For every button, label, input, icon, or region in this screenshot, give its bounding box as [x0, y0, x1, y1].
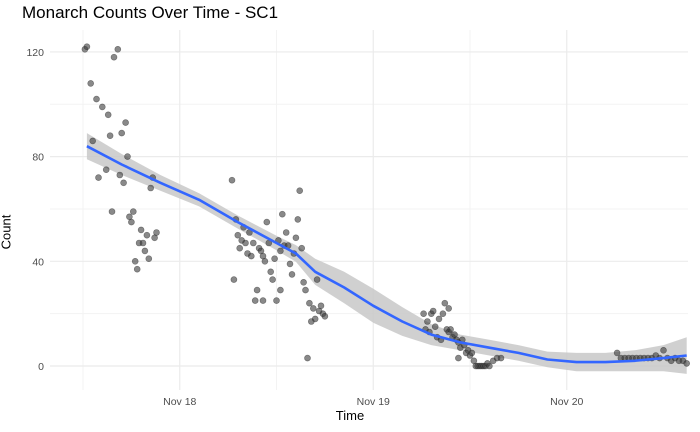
- data-point: [267, 268, 275, 276]
- data-point: [317, 302, 325, 310]
- data-point: [236, 244, 243, 252]
- y-tick-label: 0: [38, 361, 44, 373]
- data-point: [311, 315, 319, 323]
- data-point: [228, 176, 236, 184]
- data-point: [455, 354, 462, 362]
- data-point: [114, 45, 122, 53]
- data-point: [87, 80, 94, 87]
- data-point: [294, 216, 302, 223]
- data-point: [468, 349, 476, 357]
- x-tick-label: Nov 18: [163, 396, 196, 408]
- y-tick-label: 120: [26, 47, 44, 59]
- data-point: [102, 166, 110, 173]
- data-point: [273, 297, 280, 304]
- data-point: [298, 244, 306, 252]
- data-point: [271, 255, 278, 263]
- data-point: [486, 362, 493, 370]
- confidence-band-area: [86, 133, 687, 374]
- data-point: [120, 179, 127, 187]
- data-point: [439, 310, 447, 318]
- data-point: [93, 95, 100, 103]
- data-point: [302, 286, 309, 294]
- data-point: [128, 218, 135, 226]
- data-point: [259, 297, 267, 304]
- data-point: [118, 129, 125, 137]
- grid-minor: [50, 30, 688, 390]
- data-point: [139, 239, 147, 247]
- data-point: [683, 360, 691, 367]
- data-point: [278, 210, 286, 218]
- data-point: [435, 315, 443, 323]
- data-point: [304, 354, 311, 362]
- data-point: [141, 247, 149, 255]
- data-point: [234, 231, 242, 239]
- data-point: [145, 255, 153, 263]
- data-point: [660, 346, 667, 354]
- data-point: [261, 257, 269, 265]
- data-point: [292, 234, 300, 242]
- data-point: [116, 171, 124, 179]
- confidence-band: [86, 133, 687, 374]
- data-point: [106, 132, 114, 139]
- x-ticks: Nov 18 Nov 19 Nov 20: [163, 396, 583, 408]
- data-point: [309, 305, 317, 312]
- data-point: [131, 257, 139, 265]
- y-tick-label: 80: [32, 152, 44, 164]
- data-point: [147, 184, 154, 192]
- data-point: [447, 326, 454, 333]
- y-ticks: 0 40 80 120: [26, 47, 44, 373]
- data-point: [248, 252, 255, 260]
- data-point: [306, 299, 313, 307]
- data-point: [242, 239, 249, 247]
- data-point: [263, 218, 271, 226]
- x-tick-label: Nov 19: [357, 396, 390, 408]
- data-point: [251, 297, 259, 304]
- data-point: [95, 174, 102, 181]
- data-point: [321, 312, 329, 320]
- data-point: [445, 305, 453, 312]
- data-point: [286, 260, 294, 268]
- y-axis-label: Count: [0, 214, 14, 250]
- data-point: [83, 43, 91, 51]
- y-tick-label: 40: [32, 256, 44, 268]
- data-point: [253, 286, 261, 294]
- data-point: [313, 276, 321, 283]
- data-point: [143, 231, 151, 239]
- trend-line-path: [86, 145, 687, 364]
- data-point: [124, 153, 131, 160]
- data-point: [89, 137, 96, 145]
- data-point: [429, 307, 437, 315]
- data-point: [110, 53, 118, 61]
- data-point: [99, 103, 106, 111]
- data-point: [108, 208, 116, 215]
- trend-line: [86, 145, 687, 364]
- data-point: [277, 286, 284, 294]
- data-point: [420, 310, 427, 318]
- data-point: [424, 318, 431, 325]
- data-point: [137, 226, 145, 234]
- data-point: [269, 276, 276, 283]
- data-point: [133, 265, 141, 273]
- data-point: [296, 187, 304, 194]
- data-point: [441, 299, 449, 307]
- data-point: [230, 276, 238, 283]
- data-point: [122, 119, 129, 126]
- data-point: [250, 239, 257, 247]
- data-point: [282, 229, 290, 236]
- data-point: [431, 323, 439, 331]
- data-point: [288, 271, 296, 278]
- data-point: [153, 229, 160, 236]
- data-point: [130, 208, 137, 215]
- data-point: [613, 349, 621, 357]
- data-point: [497, 354, 505, 362]
- x-tick-label: Nov 20: [550, 396, 583, 408]
- x-axis-label: Time: [335, 408, 365, 423]
- data-point: [277, 247, 284, 255]
- grid-major: [50, 30, 688, 390]
- data-point: [104, 111, 112, 119]
- chart-title: Monarch Counts Over Time - SC1: [22, 3, 279, 22]
- data-point: [300, 278, 307, 286]
